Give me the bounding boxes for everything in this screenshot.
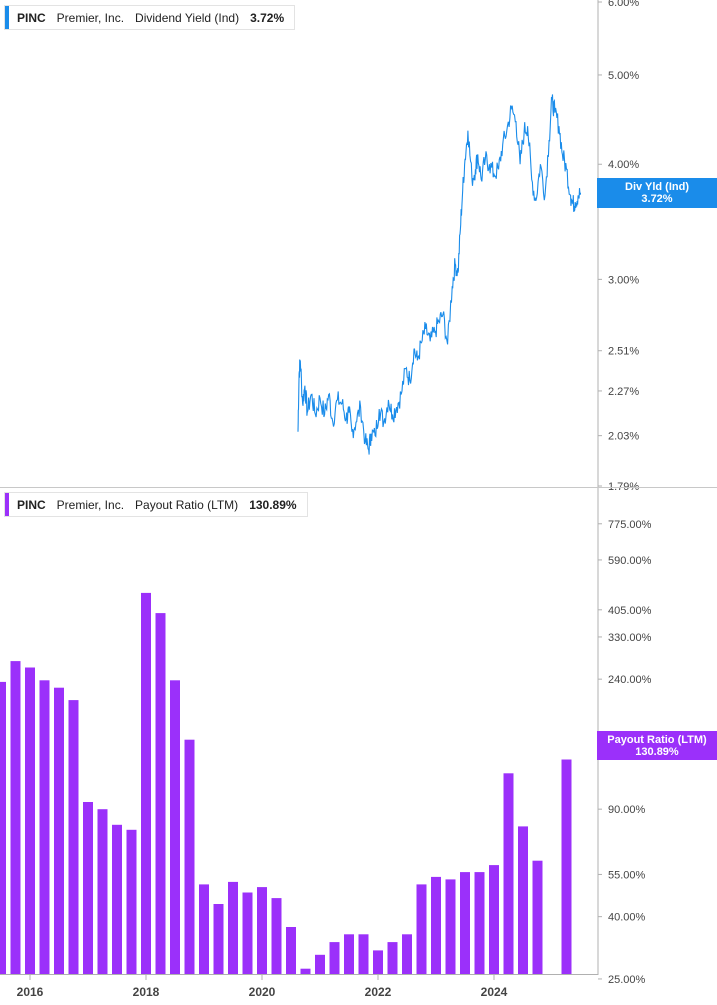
payout-ratio-legend: PINC Premier, Inc. Payout Ratio (LTM) 13… [4, 492, 308, 517]
y-tick-label: 5.00% [608, 70, 639, 82]
payout-bar [344, 934, 354, 974]
payout-bar [257, 887, 267, 974]
payout-bar [271, 898, 282, 974]
dividend-yield-panel: 6.00%5.00%4.00%3.00%2.51%2.27%2.03%1.79% [297, 0, 639, 493]
legend-value: 3.72% [250, 10, 285, 25]
y-tick-label: 40.00% [608, 912, 646, 924]
payout-bar [445, 879, 456, 974]
legend-ticker: PINC [17, 10, 46, 25]
payout-bar [242, 892, 253, 974]
y-tick-label: 240.00% [608, 674, 652, 686]
yield-legend-swatch [5, 6, 9, 29]
payout-bar [10, 661, 21, 974]
payout-bar [373, 950, 383, 974]
x-axis: 2016 2018 2020 2022 2024 [17, 975, 508, 999]
y-tick-label: 6.00% [608, 0, 639, 9]
payout-bar [97, 809, 108, 974]
payout-bar [112, 824, 122, 974]
payout-bar [402, 934, 412, 974]
x-tick-label: 2022 [365, 985, 392, 999]
payout-bar [199, 884, 209, 974]
dividend-yield-line [297, 94, 582, 455]
payout-bar [83, 802, 93, 974]
payout-bar [0, 681, 6, 974]
y-tick-label: 590.00% [608, 555, 652, 567]
y-tick-label: 405.00% [608, 605, 652, 617]
y-tick-label: 2.03% [608, 431, 639, 443]
dividend-yield-badge: Div Yld (Ind) 3.72% [597, 178, 717, 208]
payout-bar [503, 773, 514, 974]
payout-ratio-panel: 775.00%590.00%405.00%330.00%240.00%150.0… [0, 519, 652, 986]
badge-label: Payout Ratio (LTM) [607, 734, 707, 746]
y-tick-label: 2.51% [608, 346, 639, 358]
payout-bar [416, 884, 427, 974]
payout-bar [25, 667, 35, 974]
badge-value: 130.89% [635, 746, 679, 758]
dividend-yield-legend: PINC Premier, Inc. Dividend Yield (Ind) … [4, 5, 296, 30]
payout-bar [489, 865, 499, 974]
payout-bar [561, 759, 572, 974]
payout-bar [141, 592, 151, 974]
y-tick-label: 4.00% [608, 159, 639, 171]
y-tick-label: 330.00% [608, 632, 652, 644]
y-tick-label: 90.00% [608, 804, 646, 816]
payout-bar [155, 613, 166, 974]
x-tick-label: 2018 [133, 985, 160, 999]
y-tick-label: 25.00% [608, 974, 646, 986]
payout-bar [286, 927, 296, 974]
badge-value: 3.72% [641, 193, 673, 205]
y-tick-label: 3.00% [608, 274, 639, 286]
payout-bar [532, 860, 543, 974]
legend-company: Premier, Inc. [56, 10, 125, 25]
badge-label: Div Yld (Ind) [625, 181, 689, 193]
legend-ticker: PINC [17, 497, 46, 512]
payout-bar [126, 829, 137, 974]
x-tick-label: 2024 [481, 985, 508, 999]
legend-metric: Dividend Yield (Ind) [135, 10, 240, 25]
legend-company: Premier, Inc. [56, 497, 125, 512]
payout-ratio-badge: Payout Ratio (LTM) 130.89% [597, 731, 717, 760]
payout-bar [358, 934, 369, 974]
x-tick-label: 2016 [17, 985, 44, 999]
legend-value: 130.89% [249, 497, 297, 512]
y-tick-label: 775.00% [608, 519, 652, 531]
x-tick-label: 2020 [249, 985, 276, 999]
payout-bar [329, 942, 340, 974]
payout-bar [228, 881, 238, 974]
y-tick-label: 2.27% [608, 386, 639, 398]
payout-bar [170, 680, 180, 974]
payout-bar [68, 700, 79, 974]
payout-bar [387, 942, 398, 974]
payout-bar [300, 968, 311, 974]
payout-bar [213, 904, 224, 974]
y-tick-label: 55.00% [608, 869, 646, 881]
payout-legend-swatch [5, 493, 9, 516]
payout-bar [474, 872, 485, 974]
payout-bar [54, 687, 64, 974]
legend-metric: Payout Ratio (LTM) [135, 497, 239, 512]
payout-bar [431, 876, 441, 974]
payout-bar [39, 680, 50, 974]
payout-bar [184, 739, 195, 974]
payout-bar [460, 872, 470, 974]
payout-bar [315, 954, 325, 974]
payout-bar [518, 826, 528, 974]
